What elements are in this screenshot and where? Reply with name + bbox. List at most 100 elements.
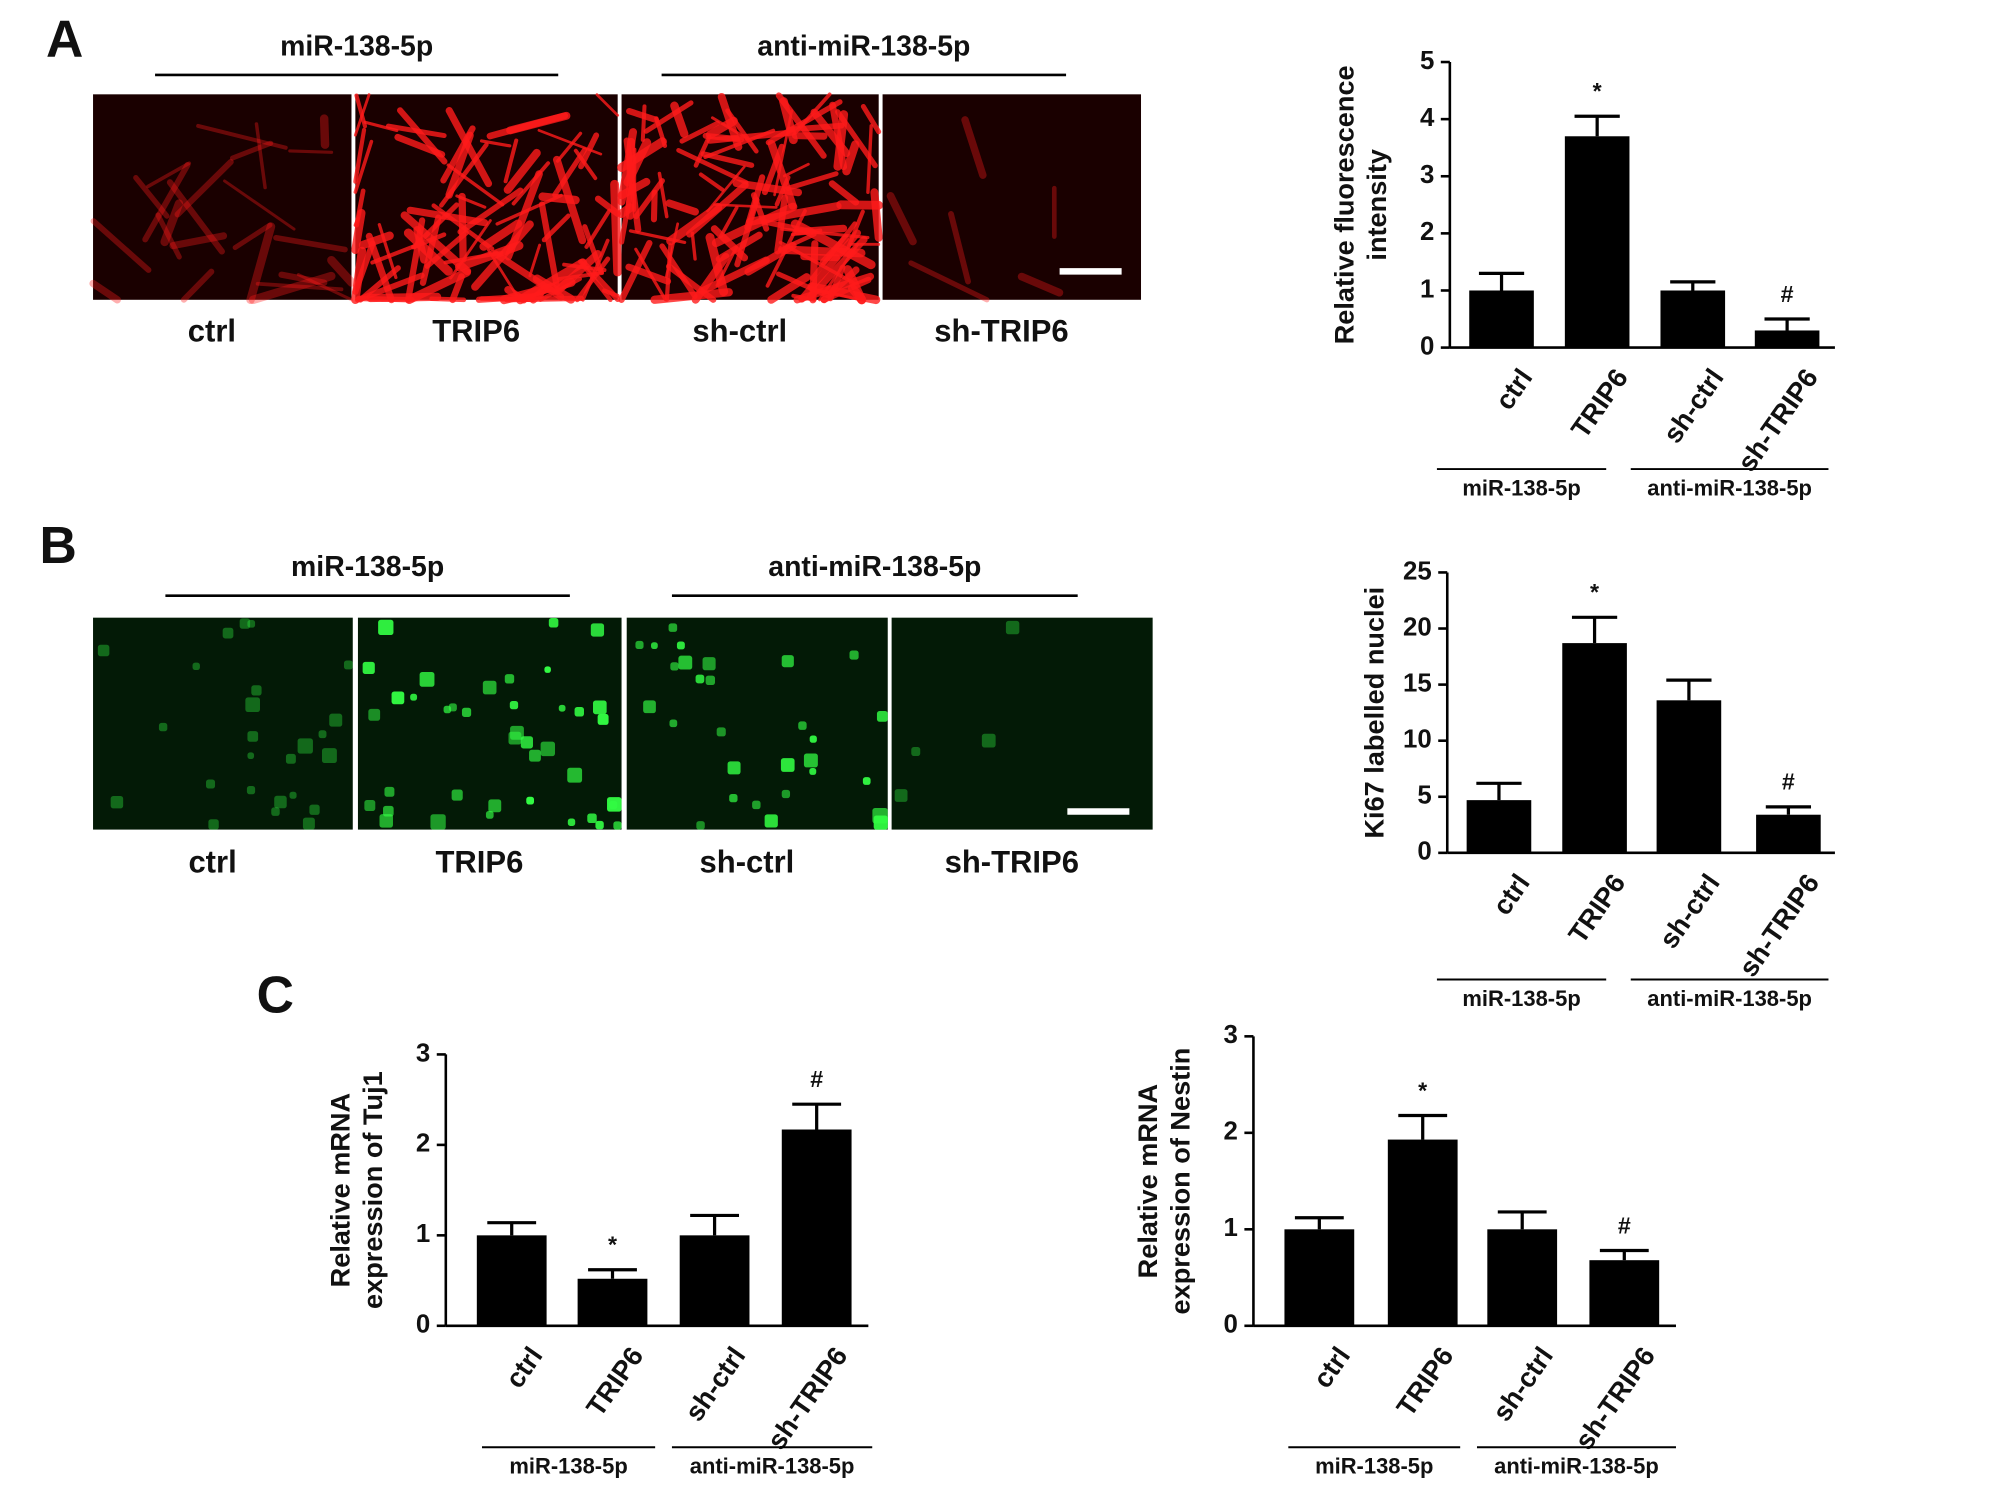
nucleus: [872, 807, 888, 824]
y-tick-label: 2: [1224, 1118, 1238, 1146]
fiber: [713, 203, 778, 209]
nucleus: [558, 704, 566, 712]
fiber: [404, 268, 472, 305]
fiber: [1017, 272, 1064, 297]
y-tick-label: 2: [416, 1130, 430, 1158]
nucleus: [981, 733, 996, 748]
fiber: [229, 140, 274, 161]
nucleus: [329, 713, 343, 727]
fiber: [196, 123, 288, 150]
fiber: [405, 217, 426, 303]
micrograph-bg: [626, 617, 888, 830]
nucleus: [206, 779, 216, 789]
micrograph: [357, 617, 622, 830]
nucleus: [590, 623, 605, 637]
significance-label: *: [1590, 579, 1600, 605]
fiber: [552, 155, 587, 245]
panel-label: C: [257, 966, 294, 1024]
significance-label: *: [608, 1232, 618, 1258]
nucleus: [289, 791, 297, 799]
nucleus: [668, 623, 678, 632]
y-tick-label: 3: [1224, 1021, 1238, 1049]
fiber: [166, 179, 225, 255]
y-tick-label: 4: [1420, 104, 1435, 132]
fiber: [449, 219, 492, 280]
micrograph-bg: [93, 617, 353, 830]
fiber: [679, 120, 720, 144]
fiber: [479, 219, 523, 251]
nucleus: [302, 817, 315, 830]
nucleus: [318, 730, 327, 739]
fiber: [860, 103, 882, 135]
nucleus: [651, 642, 658, 649]
nucleus: [716, 727, 726, 737]
fiber: [582, 224, 604, 275]
nucleus: [574, 707, 584, 717]
x-tick-label: sh-ctrl: [1486, 1341, 1559, 1427]
fiber: [400, 211, 472, 276]
fiber: [180, 268, 215, 303]
significance-label: #: [1782, 769, 1795, 795]
fiber: [698, 172, 725, 192]
error-bar: [690, 1213, 740, 1236]
error-bar: [1670, 280, 1716, 291]
nucleus: [862, 777, 871, 785]
fiber: [503, 148, 541, 194]
nucleus: [246, 786, 256, 795]
fiber: [866, 124, 873, 194]
fiber: [455, 194, 487, 209]
fiber: [555, 131, 583, 163]
fiber: [719, 205, 739, 238]
fiber: [643, 100, 694, 134]
nucleus: [727, 761, 741, 775]
image-caption: sh-TRIP6: [945, 845, 1079, 880]
y-tick-label: 15: [1403, 669, 1432, 697]
fiber: [538, 201, 560, 289]
micrograph: [351, 93, 623, 305]
y-axis-label: Ki67 labelled nuclei: [1358, 587, 1389, 839]
fiber: [715, 231, 763, 263]
fiber: [820, 276, 872, 303]
fiber: [90, 218, 152, 273]
nucleus: [247, 752, 255, 759]
bar: [1656, 700, 1722, 853]
image-caption: ctrl: [188, 845, 236, 880]
nucleus: [482, 680, 497, 695]
nucleus: [643, 700, 656, 714]
fiber: [670, 101, 689, 139]
y-tick-label: 20: [1403, 613, 1432, 641]
nucleus: [526, 796, 535, 805]
bar: [1469, 290, 1534, 348]
y-axis-label: Relative mRNA: [1132, 1084, 1163, 1278]
error-bar: [1666, 678, 1712, 701]
y-tick-label: 0: [1224, 1311, 1238, 1339]
image-caption: TRIP6: [432, 314, 520, 349]
fiber: [782, 162, 810, 178]
fiber: [495, 193, 563, 226]
y-tick-label: 1: [416, 1220, 430, 1248]
x-tick-label: sh-TRIP6: [1731, 363, 1824, 477]
nucleus: [876, 710, 888, 722]
x-tick-label: ctrl: [1307, 1341, 1357, 1393]
fiber: [908, 260, 990, 303]
fiber: [790, 228, 823, 237]
micrograph-bg: [891, 617, 1153, 830]
nucleus: [1005, 620, 1020, 635]
fiber: [690, 231, 697, 261]
fiber: [806, 236, 868, 301]
x-tick-label: TRIP6: [1562, 868, 1631, 949]
nucleus: [384, 786, 395, 797]
nucleus: [504, 674, 515, 684]
fiber: [419, 214, 442, 286]
nucleus: [595, 820, 604, 830]
fiber: [833, 110, 849, 171]
fiber: [352, 240, 376, 295]
group-label: miR-138-5p: [1462, 476, 1580, 501]
fiber: [870, 188, 883, 242]
fiber: [779, 97, 798, 145]
nucleus: [587, 813, 597, 824]
nucleus: [362, 661, 375, 675]
nucleus: [809, 735, 817, 743]
fiber: [702, 132, 745, 143]
